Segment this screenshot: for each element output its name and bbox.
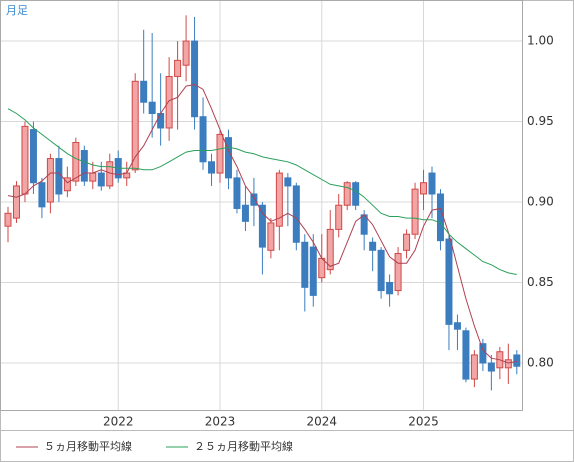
candle-body [165,75,173,129]
candle-body [403,233,411,251]
x-tick-label: 2025 [408,415,439,429]
x-tick-label: 2024 [306,415,337,429]
candle-body [301,241,309,288]
candle-body [470,354,478,380]
candle-body [38,182,46,208]
candle-body [148,101,156,114]
candle-body [394,253,402,292]
candle-body [131,80,139,171]
candle-body [335,204,343,230]
candle-body [72,141,80,182]
candle-body [420,182,428,195]
candle-body [182,40,190,66]
candle-body [224,137,232,179]
plot-border [0,0,523,411]
moving-average-line [7,83,517,364]
y-tick-label: 0.85 [527,275,554,289]
candle-body [80,150,88,182]
candle-body [46,158,54,203]
candle-body [55,158,63,195]
candle-body [284,177,292,187]
candle-body [4,212,12,227]
candle-body [343,182,351,206]
candle-body [250,193,258,206]
chart-title: 月足 [6,4,28,17]
y-tick-label: 0.95 [527,114,554,128]
x-tick-label: 2022 [103,415,134,429]
candle-body [199,116,207,163]
candle-body [140,80,148,103]
candle-body [208,161,216,174]
candle-body [369,241,377,251]
candle-body [191,40,199,118]
candle-body [241,204,249,222]
candle-body [428,172,436,195]
y-tick-label: 0.80 [527,355,554,369]
candle-body [233,177,241,209]
candle-body [386,282,394,295]
candle-body [258,204,266,248]
legend-label: ２５ヵ月移動平均線 [194,439,293,453]
candle-body [216,133,224,174]
candle-body [267,222,275,251]
candle-body [157,112,165,129]
candle-body [445,238,453,325]
candle-body [436,193,444,242]
y-tick-label: 1.00 [527,34,554,48]
candle-body [63,177,71,192]
candle-body [453,322,461,330]
candle-body [513,354,521,367]
candle-body [174,59,182,77]
candle-body [12,185,20,219]
candle-body [377,249,385,292]
candle-body [21,125,29,195]
candle-body [479,343,487,364]
candle-body [411,188,419,235]
x-tick-label: 2023 [205,415,236,429]
candle-body [29,129,37,184]
candle-body [97,172,105,187]
candle-body [292,185,300,243]
candle-body [462,330,470,380]
candle-body [275,172,283,227]
candle-body [352,182,360,206]
candle-body [89,172,97,182]
legend-label: ５ヵ月移動平均線 [44,439,132,453]
candle-body [487,362,495,372]
y-tick-label: 0.90 [527,195,554,209]
candle-body [504,359,512,369]
candle-body [326,228,334,271]
candle-body [309,246,317,296]
candle-body [318,257,326,279]
moving-average-line [7,108,517,275]
